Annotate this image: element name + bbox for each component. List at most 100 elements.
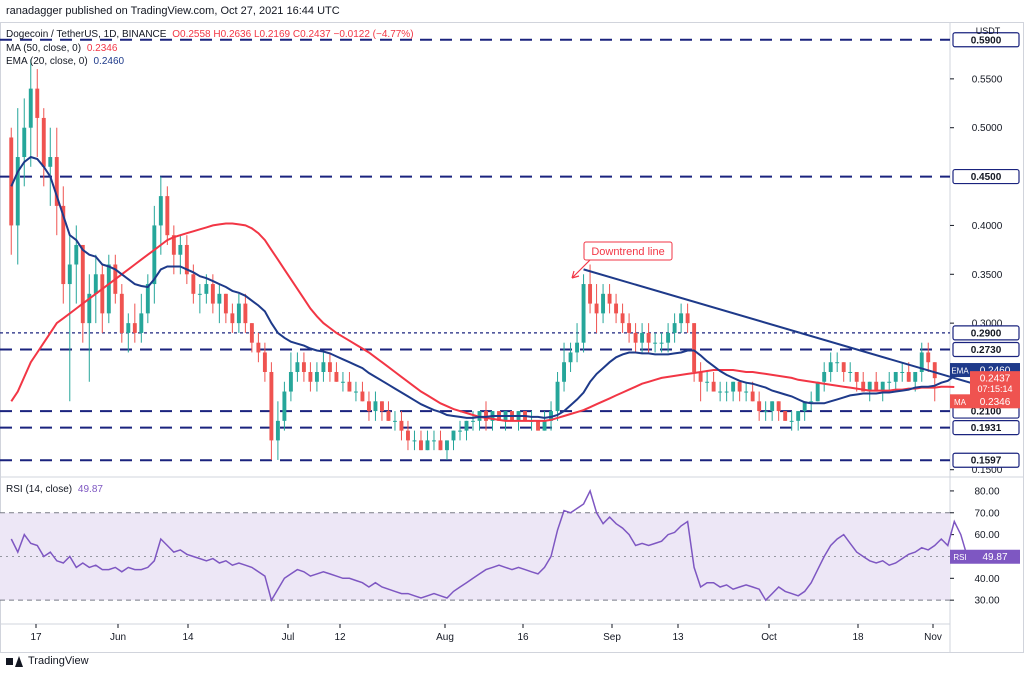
candle-body (61, 205, 66, 285)
candle-body (80, 244, 85, 324)
candle-body (282, 391, 287, 421)
rsi-legend-label: RSI (14, close) (6, 484, 73, 495)
candle-body (854, 371, 859, 382)
candle-body (438, 440, 443, 451)
rsi-pane: 80.00 70.00 60.00 40.00 30.00 RSI 49.87 (0, 486, 1020, 607)
ema20-line (10, 155, 955, 419)
ohlc-values: O0.2558 H0.2636 L0.2169 C0.2437 −0.0122 … (172, 29, 414, 40)
candle-body (698, 371, 703, 382)
candle-body (776, 401, 781, 412)
time-axis-ticks: 17 Jun 14 Jul 12 Aug 16 Sep 13 Oct 18 Nov (30, 624, 942, 643)
candle-body (926, 352, 931, 363)
candle-body (705, 381, 710, 383)
time-tick-label: 12 (334, 632, 346, 643)
time-tick-label: 16 (517, 632, 529, 643)
candle-body (22, 127, 27, 158)
level-label: 0.2100 (971, 407, 1002, 418)
candle-body (223, 293, 228, 314)
candle-body (900, 371, 905, 373)
level-label: 0.2730 (971, 345, 1002, 356)
ma-tag-label-bg (950, 394, 970, 409)
candle-body (386, 411, 391, 421)
annotation-text: Downtrend line (591, 246, 664, 258)
symbol-legend: Dogecoin / TetherUS, 1D, BINANCE O0.2558… (6, 29, 414, 40)
candle-body (627, 323, 632, 333)
candle-body (653, 342, 658, 344)
currency-label: USDT (976, 26, 1001, 36)
candle-body (750, 391, 755, 402)
candle-body (54, 157, 59, 206)
candle-body (171, 235, 176, 255)
candle-body (867, 381, 872, 392)
rsi-tick-label: 80.00 (974, 486, 999, 497)
candle-body (763, 411, 768, 413)
rsi-tick-label: 30.00 (974, 596, 999, 607)
publisher-line: ranadagger published on TradingView.com,… (6, 5, 340, 17)
ema-tag-label: EMA (951, 367, 969, 376)
level-label: 0.1597 (971, 456, 1002, 467)
candle-body (568, 352, 573, 363)
candle-body (249, 323, 254, 343)
candle-body (718, 391, 723, 393)
candle-body (399, 420, 404, 431)
candle-body (35, 88, 40, 118)
candle-body (646, 332, 651, 343)
candle-body (262, 352, 267, 372)
time-tick-label: 14 (182, 632, 194, 643)
rsi-tick-label: 70.00 (974, 508, 999, 519)
last-price-tag-value-bg (970, 371, 1020, 396)
candle-body (314, 371, 319, 382)
candle-body (243, 303, 248, 324)
candle-body (737, 381, 742, 392)
time-tick-label: Jul (282, 632, 295, 643)
level-label-box (952, 32, 1020, 48)
candle-body (744, 391, 749, 393)
price-tick-label: 0.1500 (972, 465, 1003, 476)
candle-body (204, 284, 209, 294)
footer-brand: TradingView (6, 655, 89, 667)
candle-body (132, 323, 137, 333)
ma-legend: MA (50, close, 0) 0.2346 (6, 43, 117, 54)
candle-body (41, 117, 46, 167)
level-label-box (952, 452, 1020, 468)
candle-body (464, 420, 469, 431)
candle-body (269, 371, 274, 441)
time-tick-label: 17 (30, 632, 42, 643)
candle-body (197, 293, 202, 295)
candle-body (581, 284, 586, 343)
time-tick-label: Nov (924, 632, 942, 643)
candle-body (308, 371, 313, 382)
candle-body (796, 411, 801, 421)
price-tick-label: 0.3500 (972, 270, 1003, 281)
price-tick-label: 0.3000 (972, 319, 1003, 330)
candle-body (555, 381, 560, 412)
candle-body (601, 293, 606, 314)
candle-body (861, 381, 866, 392)
candle-body (126, 323, 131, 333)
price-tick-label: 0.5500 (972, 74, 1003, 85)
candle-body (184, 244, 189, 275)
candle-body (15, 157, 20, 226)
candle-body (679, 313, 684, 324)
candle-body (334, 371, 339, 382)
candle-body (93, 274, 98, 294)
candle-body (100, 274, 105, 314)
candle-body (48, 157, 53, 167)
candle-body (666, 332, 671, 343)
candle-body (913, 371, 918, 382)
candlestick-series (9, 59, 937, 460)
candle-body (340, 381, 345, 383)
candle-body (458, 430, 462, 432)
candle-body (366, 401, 371, 412)
candle-body (542, 420, 547, 431)
candle-body (210, 284, 215, 304)
candle-body (217, 293, 222, 304)
level-label: 0.4500 (971, 172, 1002, 183)
ema-tag-value: 0.2460 (980, 366, 1011, 377)
candle-body (893, 371, 898, 382)
rsi-legend-value: 49.87 (77, 484, 103, 495)
level-label-box (952, 325, 1020, 341)
candle-body (848, 371, 853, 373)
candle-body (685, 313, 690, 324)
